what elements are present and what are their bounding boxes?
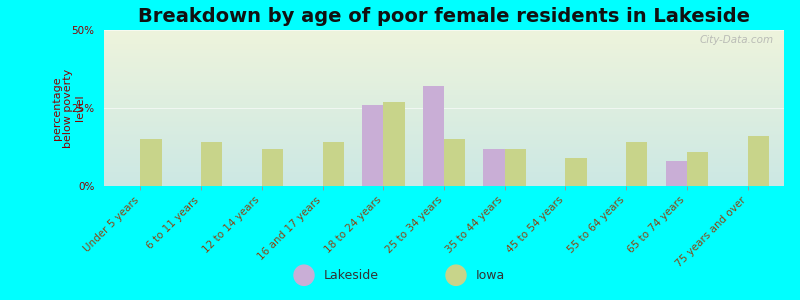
Bar bbox=[322, 142, 344, 186]
Bar bbox=[687, 152, 708, 186]
Bar bbox=[422, 86, 444, 186]
Bar bbox=[505, 148, 526, 186]
Bar bbox=[566, 158, 586, 186]
Bar bbox=[444, 139, 466, 186]
Bar bbox=[262, 148, 283, 186]
Ellipse shape bbox=[446, 265, 466, 285]
Bar bbox=[383, 102, 405, 186]
Bar bbox=[141, 139, 162, 186]
Bar bbox=[666, 161, 687, 186]
Y-axis label: percentage
below poverty
level: percentage below poverty level bbox=[52, 68, 85, 148]
Text: Lakeside: Lakeside bbox=[324, 269, 379, 282]
Bar bbox=[362, 105, 383, 186]
Bar bbox=[201, 142, 222, 186]
Text: Iowa: Iowa bbox=[476, 269, 506, 282]
Bar bbox=[747, 136, 769, 186]
Bar bbox=[626, 142, 647, 186]
Ellipse shape bbox=[294, 265, 314, 285]
Title: Breakdown by age of poor female residents in Lakeside: Breakdown by age of poor female resident… bbox=[138, 7, 750, 26]
Bar bbox=[483, 148, 505, 186]
Text: City-Data.com: City-Data.com bbox=[700, 35, 774, 45]
